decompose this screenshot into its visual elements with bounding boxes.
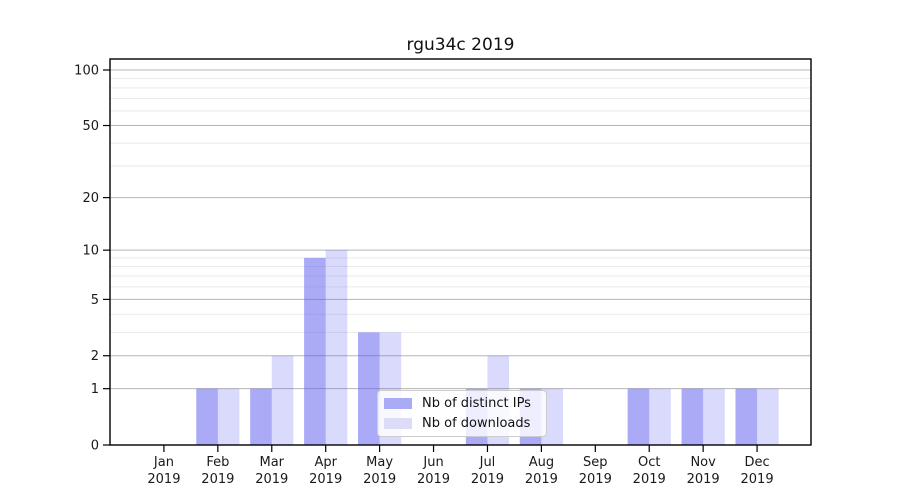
- x-tick-label-month: Jun: [422, 455, 443, 470]
- bar-downloads: [217, 388, 240, 445]
- legend-swatch-distinct-ips: [384, 398, 412, 410]
- x-tick-label-month: Feb: [206, 455, 229, 470]
- x-tick-label-year: 2019: [417, 472, 450, 487]
- legend-entry-downloads: Nb of downloads: [384, 414, 540, 432]
- y-tick-label: 1: [91, 382, 99, 397]
- x-tick-label-year: 2019: [309, 472, 342, 487]
- bar-distinct-ips: [735, 388, 758, 445]
- x-tick-label-month: Jan: [153, 455, 174, 470]
- bar-distinct-ips: [681, 388, 704, 445]
- legend-box: Nb of distinct IPs Nb of downloads: [377, 390, 547, 437]
- x-tick-label-year: 2019: [687, 472, 720, 487]
- y-tick-label: 0: [91, 439, 99, 454]
- y-tick-label: 50: [82, 119, 99, 134]
- x-tick-label-month: Nov: [690, 455, 716, 470]
- x-tick-label-year: 2019: [363, 472, 396, 487]
- x-tick-label-year: 2019: [741, 472, 774, 487]
- legend-entry-distinct-ips: Nb of distinct IPs: [384, 395, 540, 413]
- x-tick-label-month: Apr: [314, 455, 337, 470]
- bar-downloads: [325, 250, 348, 445]
- bar-distinct-ips: [196, 388, 218, 445]
- x-tick-label-month: Aug: [529, 455, 554, 470]
- x-tick-label-year: 2019: [525, 472, 558, 487]
- x-tick-label-month: Oct: [638, 455, 660, 470]
- y-tick-label: 5: [91, 293, 99, 308]
- legend-label-downloads: Nb of downloads: [422, 415, 531, 431]
- bar-downloads: [649, 388, 671, 445]
- x-tick-label-month: May: [366, 455, 393, 470]
- chart-title: rgu34c 2019: [406, 35, 515, 55]
- bar-downloads: [703, 388, 725, 445]
- plot-border: [109, 58, 812, 446]
- y-tick-label: 100: [74, 64, 99, 79]
- x-tick-label-year: 2019: [471, 472, 504, 487]
- bar-downloads: [271, 355, 294, 445]
- y-tick-label: 10: [82, 244, 99, 259]
- bar-distinct-ips: [627, 388, 650, 445]
- legend-swatch-downloads: [384, 417, 412, 429]
- y-tick-label: 20: [82, 191, 99, 206]
- bar-distinct-ips: [358, 332, 380, 445]
- x-tick-label-month: Dec: [744, 455, 769, 470]
- y-tick-label: 2: [91, 349, 99, 364]
- x-tick-label-year: 2019: [255, 472, 288, 487]
- x-tick-label-year: 2019: [633, 472, 666, 487]
- x-tick-label-year: 2019: [579, 472, 612, 487]
- bar-downloads: [757, 388, 779, 445]
- x-tick-label-year: 2019: [201, 472, 234, 487]
- x-tick-label-month: Mar: [260, 455, 285, 470]
- bar-distinct-ips: [304, 257, 326, 445]
- legend-label-distinct-ips: Nb of distinct IPs: [422, 396, 531, 412]
- x-tick-label-year: 2019: [147, 472, 180, 487]
- x-tick-label-month: Sep: [583, 455, 608, 470]
- x-tick-label-month: Jul: [479, 455, 496, 470]
- bar-distinct-ips: [250, 388, 272, 445]
